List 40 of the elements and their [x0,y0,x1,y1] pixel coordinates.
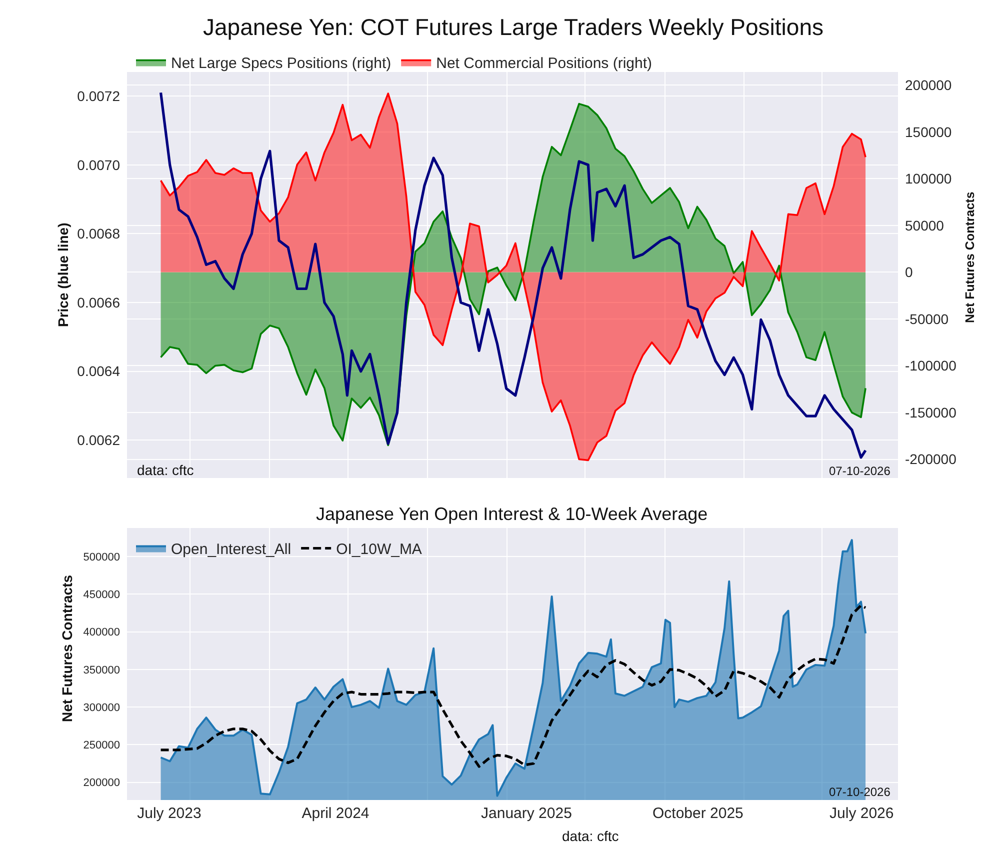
y-tick-label: 0.0072 [77,88,120,104]
y-axis-title: Price (blue line) [55,222,71,327]
y2-tick-label: -100000 [905,358,957,374]
y-tick-label: 450000 [83,589,120,602]
y2-tick-label: 100000 [905,170,952,187]
y2-axis-title: Net Futures Contracts [963,192,977,323]
y2-tick-label: 200000 [905,77,952,93]
legend-label: Net Commercial Positions (right) [436,55,652,72]
x-tick-label: January 2025 [481,805,572,822]
y-tick-label: 500000 [83,551,120,564]
x-tick-label: October 2025 [652,805,744,822]
y-tick-label: 350000 [83,664,120,676]
chart-title: Japanese Yen Open Interest & 10-Week Average [316,504,708,524]
y-tick-label: 200000 [83,777,120,790]
legend-label: Net Large Specs Positions (right) [171,55,392,72]
annotation: data: cftc [137,462,194,478]
y2-tick-label: -200000 [905,451,957,468]
y-tick-label: 0.0062 [77,432,120,448]
y2-tick-label: -150000 [905,404,957,420]
annotation: 07-10-2026 [829,464,891,478]
y2-tick-label: -50000 [905,310,949,327]
y-tick-label: 400000 [83,626,120,639]
y2-tick-label: 50000 [905,217,944,234]
x-tick-label: July 2026 [830,805,894,822]
line-series [159,604,867,768]
chart-title: Japanese Yen: COT Futures Large Traders Weekly Positions [203,14,824,40]
legend-label: Open_Interest_All [171,541,292,558]
y-tick-label: 0.0066 [77,294,120,310]
x-tick-label: April 2024 [302,805,370,822]
y-tick-label: 300000 [83,702,120,714]
text: data: cftc [562,828,619,844]
y-tick-label: 0.0064 [77,363,120,380]
y-tick-label: 0.0070 [77,156,120,173]
y2-tick-label: 0 [905,264,913,280]
legend-label: OI_10W_MA [336,541,422,558]
y-tick-label: 250000 [83,740,120,752]
y-tick-label: 0.0068 [77,226,120,242]
x-tick-label: July 2023 [137,805,202,822]
y-axis-title: Net Futures Contracts [59,574,75,722]
y2-tick-label: 150000 [905,124,952,140]
